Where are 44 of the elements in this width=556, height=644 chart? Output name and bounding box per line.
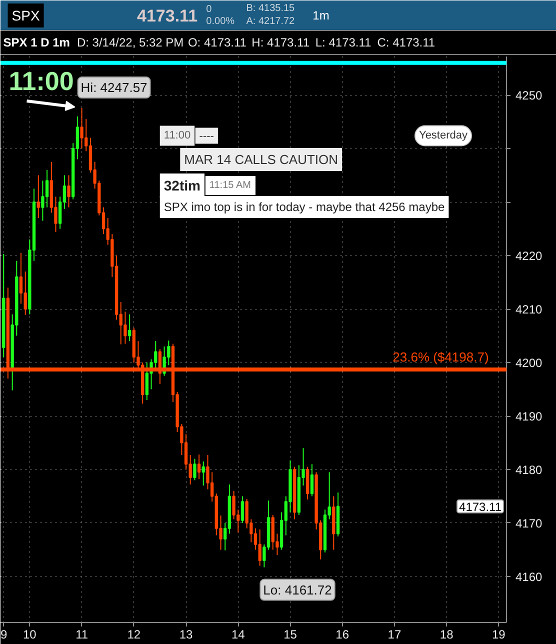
annotation: Yesterday <box>418 130 468 142</box>
x-tick-label: 19 <box>492 628 506 642</box>
x-tick-label: 11 <box>76 628 88 642</box>
y-tick-label: 4180 <box>516 463 543 477</box>
annotation: Hi: 4247.57 <box>80 80 148 96</box>
y-tick-label: 4190 <box>516 410 543 424</box>
y-tick-label: 4210 <box>516 302 543 317</box>
y-tick-label: 4170 <box>516 516 543 530</box>
text: 0 <box>206 4 212 15</box>
x-tick-label: 13 <box>179 628 194 642</box>
annotation: 11:00 <box>8 66 74 96</box>
x-tick-label: 14 <box>231 628 246 642</box>
text: 0.00% <box>206 16 235 27</box>
text: 1m <box>312 8 330 22</box>
x-tick-label: 17 <box>388 628 402 642</box>
text: L: 4173.11 <box>315 36 372 50</box>
text: B: 4135.15 <box>246 3 296 14</box>
text: H: 4173.11 <box>252 36 310 50</box>
y-tick-label: 4200 <box>516 356 543 370</box>
annotation: 4173.11 <box>459 500 502 514</box>
text: SPX <box>12 8 40 24</box>
annotation: 32tim <box>164 178 200 194</box>
y-tick-label: 4160 <box>516 570 543 584</box>
annotation: Lo: 4161.72 <box>263 582 332 598</box>
annotation: 11:00 <box>164 130 191 142</box>
y-tick-label: 4250 <box>516 88 543 103</box>
x-tick-label: 15 <box>284 628 298 642</box>
text: C: 4173.11 <box>377 36 436 50</box>
annotation: MAR 14 CALLS CAUTION <box>184 152 338 168</box>
y-tick-label: 4220 <box>516 249 543 264</box>
text: 4173.11 <box>137 6 198 26</box>
text: O: 4173.11 <box>188 36 247 50</box>
chart-title: SPX 1 D 1m <box>3 36 70 50</box>
x-tick-label: 12 <box>127 628 141 642</box>
text: D: 3/14/22, 5:32 PM <box>76 36 184 50</box>
x-tick-label: 10 <box>23 628 37 642</box>
ref-line-label: 23.6% ($4198.7) <box>392 349 489 364</box>
annotation: ---- <box>199 130 214 143</box>
annotation: SPX imo top is in for today - maybe that 4256 maybe <box>164 200 446 214</box>
x-tick-label: 9 <box>0 628 8 642</box>
x-tick-label: 18 <box>440 628 454 642</box>
x-tick-label: 16 <box>336 628 350 642</box>
text: A: 4217.72 <box>246 16 296 27</box>
annotation: 11:15 AM <box>209 180 251 192</box>
